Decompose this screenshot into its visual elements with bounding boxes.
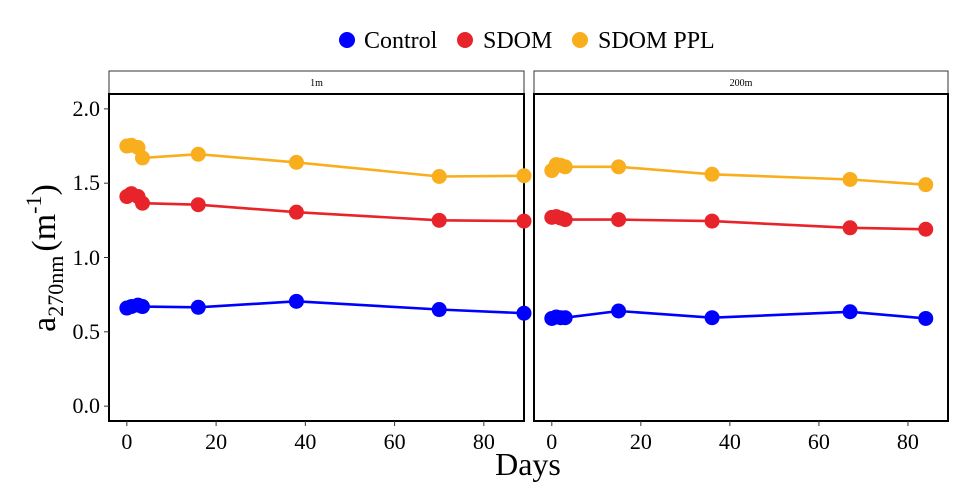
data-point bbox=[516, 168, 532, 184]
x-tick-label: 0 bbox=[121, 429, 132, 454]
panel-border bbox=[533, 93, 949, 422]
data-point bbox=[918, 221, 934, 237]
data-point bbox=[516, 305, 532, 321]
facet-strip-label: 1m bbox=[310, 78, 323, 89]
legend-label-sdom-ppl: SDOM PPL bbox=[598, 28, 715, 54]
x-tick-label: 20 bbox=[630, 429, 652, 454]
series-line bbox=[551, 309, 926, 320]
series-sdom-ppl bbox=[119, 137, 532, 184]
x-tick-label: 40 bbox=[719, 429, 741, 454]
data-point bbox=[611, 303, 627, 319]
y-tick-label: 0.0 bbox=[73, 393, 101, 418]
facet-panels: 1m 0 20 40 60 80 200m 0 20 40 60 80 bbox=[104, 70, 949, 454]
data-point bbox=[842, 171, 858, 187]
data-point bbox=[918, 310, 934, 326]
facet-panel-200m: 200m 0 20 40 60 80 bbox=[533, 70, 949, 454]
x-axis-title: Days bbox=[495, 446, 561, 482]
x-tick-label: 80 bbox=[897, 429, 919, 454]
data-point bbox=[288, 154, 304, 170]
data-point bbox=[557, 212, 573, 228]
series-control bbox=[119, 293, 532, 321]
data-point bbox=[704, 310, 720, 326]
data-point bbox=[918, 177, 934, 193]
series-line bbox=[126, 192, 525, 223]
x-tick-label: 60 bbox=[808, 429, 830, 454]
data-point bbox=[190, 146, 206, 162]
data-point bbox=[611, 212, 627, 228]
data-point bbox=[134, 299, 150, 315]
data-point bbox=[842, 220, 858, 236]
x-tick-label: 40 bbox=[294, 429, 316, 454]
x-tick-label: 80 bbox=[473, 429, 495, 454]
y-tick-label: 0.5 bbox=[73, 319, 101, 344]
legend-label-control: Control bbox=[364, 28, 438, 54]
data-point bbox=[516, 213, 532, 229]
data-point bbox=[190, 197, 206, 213]
legend: Control SDOM SDOM PPL bbox=[339, 28, 715, 54]
series-line bbox=[551, 215, 926, 231]
panel-border bbox=[108, 93, 525, 422]
legend-marker-sdom-ppl bbox=[572, 32, 588, 48]
x-tick-label: 20 bbox=[205, 429, 227, 454]
data-point bbox=[842, 304, 858, 320]
series-control bbox=[544, 303, 934, 326]
y-tick-label: 1.5 bbox=[73, 170, 101, 195]
legend-label-sdom: SDOM bbox=[483, 28, 552, 54]
data-point bbox=[431, 302, 447, 318]
data-point bbox=[704, 166, 720, 182]
facet-panel-1m: 1m 0 20 40 60 80 bbox=[104, 70, 532, 454]
data-point bbox=[190, 299, 206, 315]
x-tick-label: 0 bbox=[546, 429, 557, 454]
data-point bbox=[704, 213, 720, 229]
y-axis-title: a270nm(m-1) bbox=[21, 184, 68, 332]
y-tick-label: 1.0 bbox=[73, 245, 101, 270]
data-point bbox=[288, 293, 304, 309]
data-point bbox=[134, 150, 150, 166]
series-line bbox=[126, 299, 525, 315]
data-point bbox=[557, 310, 573, 326]
data-point bbox=[431, 168, 447, 184]
data-point bbox=[134, 195, 150, 211]
x-tick-label: 60 bbox=[384, 429, 406, 454]
legend-marker-sdom bbox=[457, 32, 473, 48]
data-point bbox=[557, 159, 573, 175]
series-sdom bbox=[119, 186, 532, 229]
series-line bbox=[126, 144, 525, 178]
legend-marker-control bbox=[339, 32, 355, 48]
data-point bbox=[288, 204, 304, 220]
data-point bbox=[611, 159, 627, 175]
series-line bbox=[550, 163, 926, 186]
series-sdom bbox=[544, 209, 934, 237]
facet-strip-label: 200m bbox=[730, 78, 753, 89]
data-point bbox=[431, 212, 447, 228]
y-tick-label: 2.0 bbox=[73, 96, 101, 121]
series-sdom-ppl bbox=[544, 157, 934, 193]
y-axis-tick-labels: 0.0 0.5 1.0 1.5 2.0 bbox=[73, 96, 101, 418]
